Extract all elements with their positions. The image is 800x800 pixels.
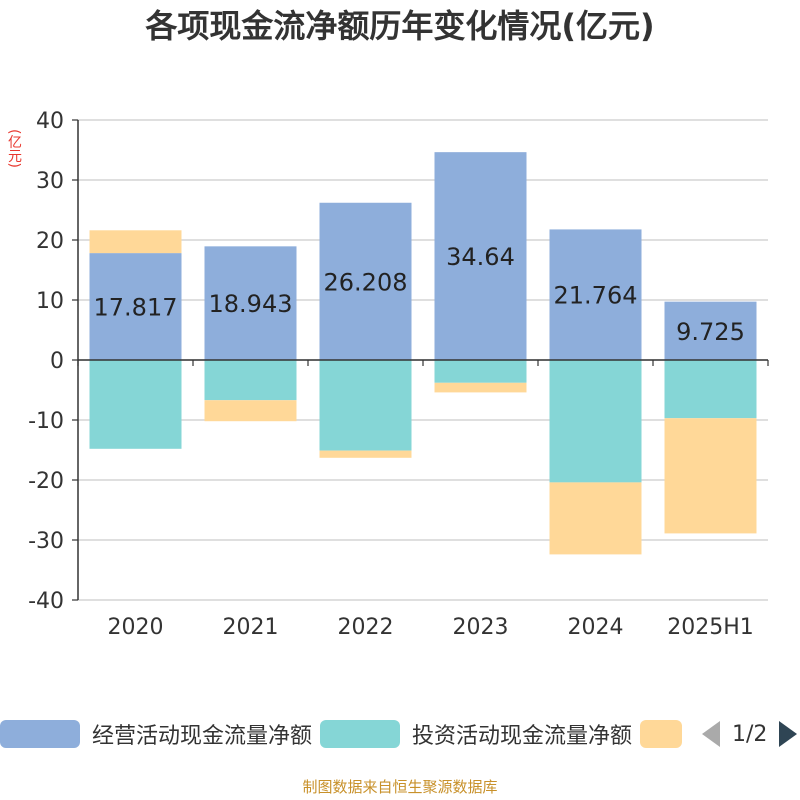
bar-2020-series-0 bbox=[89, 253, 182, 360]
x-tick-label: 2021 bbox=[223, 615, 279, 640]
bar-2024-series-2 bbox=[549, 482, 642, 555]
previous-page-icon[interactable] bbox=[702, 721, 720, 747]
bar-2023-series-2 bbox=[434, 382, 527, 393]
y-axis-unit-label: (亿元) bbox=[6, 128, 22, 168]
bar-2022-series-0 bbox=[319, 202, 412, 360]
bar-2024-series-1 bbox=[549, 360, 642, 483]
legend-swatch bbox=[640, 720, 682, 748]
y-tick-label: 40 bbox=[36, 109, 64, 134]
bar-2021-series-2 bbox=[204, 400, 297, 422]
grid-lines bbox=[78, 119, 768, 601]
bar-2020-series-2 bbox=[89, 230, 182, 254]
legend: 经营活动现金流量净额 投资活动现金流量净额 1/2 bbox=[0, 716, 800, 752]
bar-2022-series-1 bbox=[319, 360, 412, 451]
legend-swatch bbox=[320, 720, 400, 748]
data-label: 18.943 bbox=[209, 290, 293, 318]
bar-chart: 40 30 20 10 0 -10 -20 -30 -40 2020 2021 2022 2023 202… bbox=[28, 109, 769, 640]
y-tick-label: 30 bbox=[36, 169, 64, 194]
data-label: 17.817 bbox=[94, 294, 178, 322]
bar-2021-series-1 bbox=[204, 360, 297, 401]
data-labels: 17.817 18.943 26.208 34.64 21.764 9.725 bbox=[94, 243, 745, 346]
legend-page-indicator: 1/2 bbox=[732, 721, 768, 747]
y-tick-label: 0 bbox=[50, 349, 64, 374]
x-tick-label: 2020 bbox=[108, 615, 164, 640]
bar-2025H1-series-1 bbox=[664, 360, 757, 419]
data-source-note: 制图数据来自恒生聚源数据库 bbox=[302, 778, 498, 796]
bar-2025H1-series-2 bbox=[664, 418, 757, 534]
x-tick-label: 2024 bbox=[568, 615, 624, 640]
x-tick-label: 2023 bbox=[453, 615, 509, 640]
data-label: 21.764 bbox=[554, 282, 638, 310]
bars bbox=[89, 152, 757, 555]
legend-label: 经营活动现金流量净额 bbox=[92, 724, 313, 749]
legend-swatch bbox=[0, 720, 80, 748]
legend-label: 投资活动现金流量净额 bbox=[412, 724, 633, 749]
bar-2020-series-1 bbox=[89, 360, 182, 449]
legend-pager: 1/2 bbox=[702, 716, 798, 752]
y-tick-label: -40 bbox=[28, 589, 64, 614]
y-tick-label: -20 bbox=[28, 469, 64, 494]
data-label: 26.208 bbox=[324, 268, 408, 296]
bar-2021-series-0 bbox=[204, 246, 297, 360]
bar-2022-series-2 bbox=[319, 450, 412, 458]
legend-item-investing[interactable]: 投资活动现金流量净额 bbox=[320, 716, 632, 752]
legend-item-operating[interactable]: 经营活动现金流量净额 bbox=[0, 716, 312, 752]
chart-title: 各项现金流净额历年变化情况(亿元) bbox=[145, 7, 655, 45]
data-label: 9.725 bbox=[676, 318, 745, 346]
bar-2023-series-0 bbox=[434, 152, 527, 360]
bar-2024-series-0 bbox=[549, 229, 642, 360]
x-tick-label: 2025H1 bbox=[667, 615, 754, 640]
y-tick-label: -30 bbox=[28, 529, 64, 554]
y-tick-label: 20 bbox=[36, 229, 64, 254]
y-tick-label: -10 bbox=[28, 409, 64, 434]
legend-item-third[interactable] bbox=[640, 716, 682, 752]
x-tick-label: 2022 bbox=[338, 615, 394, 640]
y-tick-label: 10 bbox=[36, 289, 64, 314]
axes: 40 30 20 10 0 -10 -20 -30 -40 2020 2021 2022 2023 202… bbox=[28, 109, 769, 640]
bar-2023-series-1 bbox=[434, 360, 527, 383]
next-page-icon[interactable] bbox=[779, 721, 798, 747]
data-label: 34.64 bbox=[446, 243, 515, 271]
bar-2025H1-series-0 bbox=[664, 301, 757, 360]
